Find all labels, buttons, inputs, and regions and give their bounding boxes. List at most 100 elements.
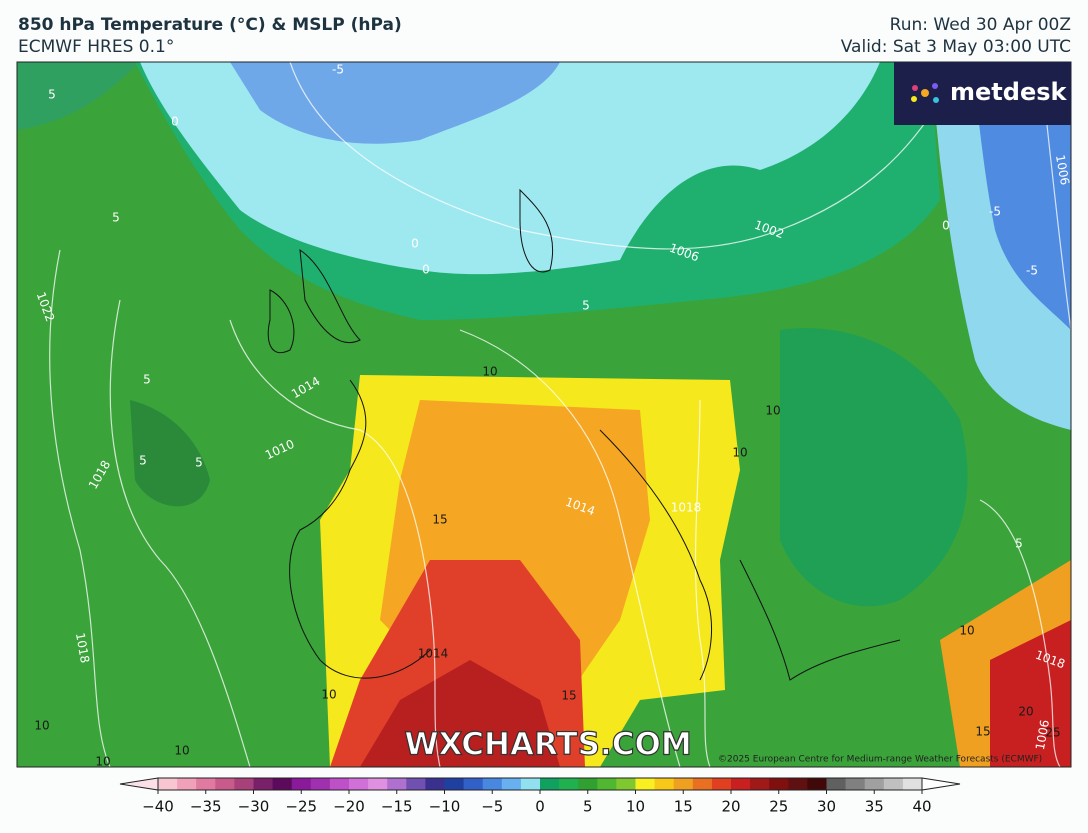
colorbar-segment [692, 778, 713, 790]
colorbar-tick-label: 0 [535, 798, 545, 816]
region [780, 328, 968, 607]
colorbar-tick-label: 35 [865, 798, 884, 816]
contour-label: 5 [48, 88, 56, 102]
contour-label: 25 [1045, 726, 1060, 740]
coastlines [267, 188, 901, 681]
colorbar-over [921, 777, 961, 791]
colorbar-segment [540, 778, 560, 790]
colorbar-tick-label: 40 [912, 798, 931, 816]
colorbar-segment [845, 778, 866, 790]
run-time: Run: Wed 30 Apr 00Z [890, 15, 1071, 35]
contour-label: 1006 [1033, 719, 1052, 752]
contour-label: 10 [765, 404, 780, 418]
colorbar-segment [196, 778, 216, 790]
contour-label: 10 [732, 446, 747, 460]
colorbar-segment [597, 778, 617, 790]
colorbar-segment [444, 778, 464, 790]
colorbar-segment [654, 778, 675, 790]
region [360, 660, 560, 767]
contour-label: 0 [942, 219, 950, 233]
contour-label: -5 [1026, 264, 1038, 278]
colorbar-segment [387, 778, 407, 790]
colorbar-tick-label: −40 [142, 798, 174, 816]
colorbar-segment [177, 778, 197, 790]
colorbar-segment [272, 778, 293, 790]
region [990, 620, 1071, 767]
contour-label: 15 [975, 725, 990, 739]
contour-label: 5 [1015, 537, 1023, 551]
colorbar-tick-label: 30 [817, 798, 836, 816]
contour-label: 5 [143, 373, 151, 387]
colorbar-segment [234, 778, 254, 790]
contour-label: 15 [432, 513, 447, 527]
colorbar-tick-label: −15 [381, 798, 413, 816]
colorbar-segment [807, 778, 827, 790]
colorbar-segment [559, 778, 579, 790]
colorbar-segment [215, 778, 235, 790]
contour-label: 1006 [1053, 154, 1072, 187]
colorbar-segment [902, 778, 923, 790]
colorbar: −40 −35 −30 −25 −20 −15 −10 −5 0 5 10 15 20 25 30 35 40 [119, 777, 961, 816]
copyright: ©2025 European Centre for Medium-range W… [718, 755, 1042, 765]
colorbar-segment [750, 778, 770, 790]
contour-label: 10 [174, 744, 189, 758]
colorbar-segment [463, 778, 484, 790]
contour-label: 5 [195, 456, 203, 470]
colorbar-under [119, 777, 159, 791]
contour-label: 0 [171, 115, 179, 129]
colorbar-segment [310, 778, 331, 790]
colorbar-tick-label: 10 [626, 798, 645, 816]
contour-label: 10 [34, 719, 49, 733]
colorbar-tick-label: 20 [721, 798, 740, 816]
region [975, 90, 1071, 330]
contour-label: 1014 [418, 647, 449, 661]
colorbar-segment [520, 778, 541, 790]
title: 850 hPa Temperature (°C) & MSLP (hPa) [18, 15, 402, 35]
contour-label: 0 [422, 263, 430, 277]
contour-label: -5 [332, 63, 344, 77]
colorbar-tick-label: 25 [769, 798, 788, 816]
contour-label: 5 [139, 454, 147, 468]
contour-label: 1018 [73, 632, 92, 665]
colorbar-segment [731, 778, 751, 790]
colorbar-segment [616, 778, 636, 790]
region [130, 400, 210, 507]
logo-text: metdesk [950, 78, 1068, 106]
colorbar-tick-label: −30 [238, 798, 270, 816]
colorbar-segment [883, 778, 904, 790]
region [230, 62, 560, 144]
contour-label: 15 [561, 689, 576, 703]
contour-label: 5 [112, 211, 120, 225]
colorbar-tick-label: 5 [583, 798, 593, 816]
contour-label: 5 [582, 299, 590, 313]
contour-label: -5 [989, 205, 1001, 219]
colorbar-segment [769, 778, 789, 790]
colorbar-segment [578, 778, 598, 790]
colorbar-segment [291, 778, 312, 790]
colorbar-tick-label: −25 [285, 798, 317, 816]
colorbar-tick-label: −10 [429, 798, 461, 816]
colorbar-segment [368, 778, 388, 790]
colorbar-segment [635, 778, 655, 790]
contour-label: 20 [1018, 705, 1033, 719]
colorbar-tick-label: −35 [190, 798, 222, 816]
colorbar-segment [673, 778, 694, 790]
colorbar-segment [501, 778, 522, 790]
colorbar-segment [329, 778, 350, 790]
contour-label: 0 [411, 237, 419, 251]
colorbar-segment [406, 778, 426, 790]
colorbar-segment [425, 778, 445, 790]
region [17, 62, 140, 130]
subtitle: ECMWF HRES 0.1° [18, 37, 174, 57]
colorbar-segment [864, 778, 885, 790]
contour-label: 10 [482, 365, 497, 379]
colorbar-segment [788, 778, 808, 790]
colorbar-tick-label: −5 [481, 798, 503, 816]
contour-label: 10 [959, 624, 974, 638]
watermark: WXCHARTS.COM [404, 727, 691, 763]
map-frame [16, 61, 1072, 768]
contour-label: 1018 [671, 501, 702, 515]
